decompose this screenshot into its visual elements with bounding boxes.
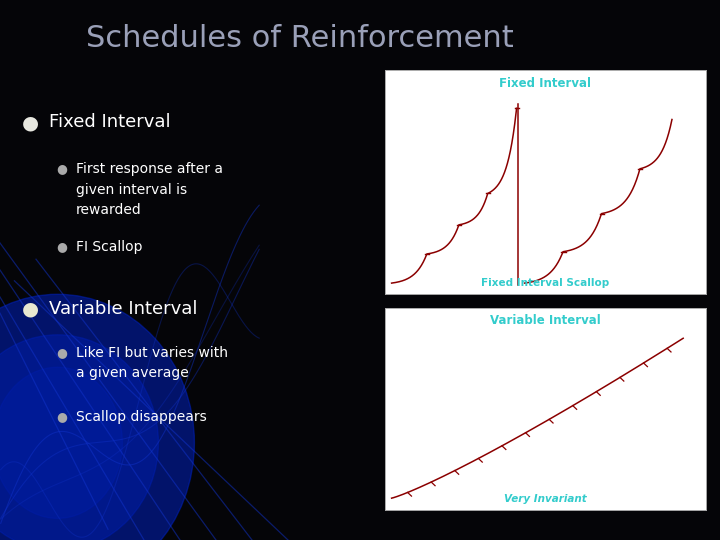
Text: First response after a
given interval is
rewarded: First response after a given interval is… xyxy=(76,162,222,217)
Text: Like FI but varies with
a given average: Like FI but varies with a given average xyxy=(76,346,228,380)
Text: Fixed Interval Scallop: Fixed Interval Scallop xyxy=(481,278,610,288)
Text: Very Invariant: Very Invariant xyxy=(504,494,587,504)
Text: Scallop disappears: Scallop disappears xyxy=(76,410,207,424)
Text: Variable Interval: Variable Interval xyxy=(490,314,600,327)
Text: ●: ● xyxy=(56,346,67,359)
Text: ●: ● xyxy=(56,410,67,423)
Ellipse shape xyxy=(0,294,194,540)
Text: ●: ● xyxy=(22,300,39,319)
Ellipse shape xyxy=(0,367,122,518)
Text: FI Scallop: FI Scallop xyxy=(76,240,142,254)
Text: ●: ● xyxy=(56,162,67,175)
Text: Fixed Interval: Fixed Interval xyxy=(49,113,171,131)
Text: ●: ● xyxy=(56,240,67,253)
Ellipse shape xyxy=(0,335,158,540)
Text: Variable Interval: Variable Interval xyxy=(49,300,197,318)
Text: Fixed Interval: Fixed Interval xyxy=(500,77,591,90)
Text: ●: ● xyxy=(22,113,39,132)
Text: Schedules of Reinforcement: Schedules of Reinforcement xyxy=(86,24,514,53)
